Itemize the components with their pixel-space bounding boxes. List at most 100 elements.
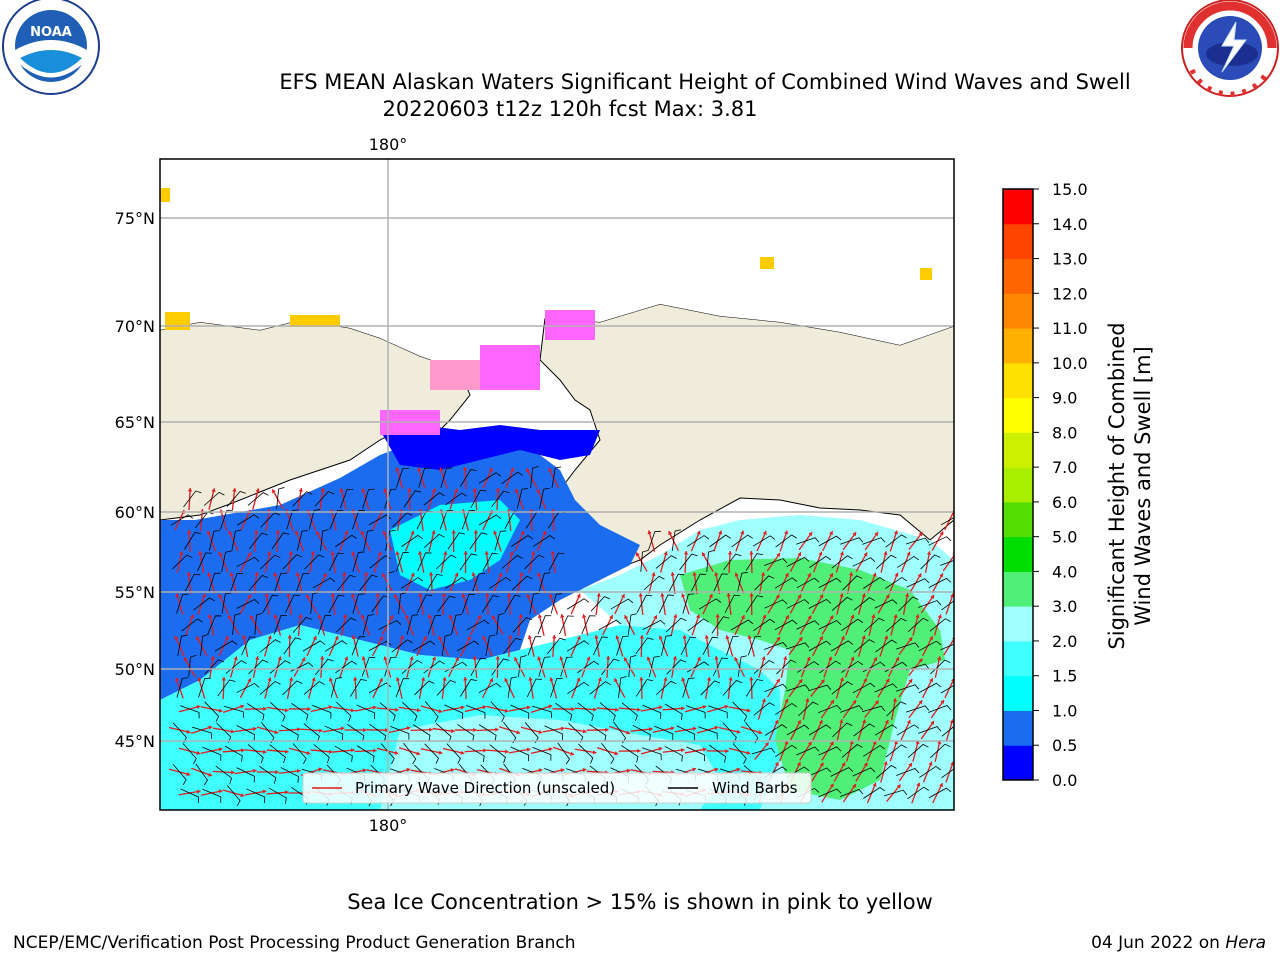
wind-barb bbox=[188, 654, 197, 677]
wind-barb bbox=[928, 577, 952, 588]
wave-arrow-head bbox=[295, 572, 300, 577]
wave-arrow-head bbox=[275, 530, 280, 534]
wind-barb bbox=[709, 744, 727, 763]
wind-barb bbox=[426, 573, 443, 592]
wind-barb bbox=[461, 593, 475, 614]
wind-barb bbox=[700, 680, 721, 696]
wave-arrow-head bbox=[807, 573, 811, 578]
wind-barb bbox=[436, 680, 456, 696]
wind-barb bbox=[551, 466, 562, 488]
wind-barb bbox=[398, 592, 407, 614]
wind-barb bbox=[737, 655, 747, 677]
wind-barb bbox=[336, 574, 356, 591]
wave-arrow-head bbox=[570, 751, 574, 756]
sea-ice-caption: Sea Ice Concentration > 15% is shown in … bbox=[347, 890, 933, 914]
wave-arrow-head bbox=[488, 467, 493, 472]
wave-arrow-head bbox=[863, 762, 868, 767]
wave-arrow-head bbox=[328, 749, 333, 754]
wave-arrow-head bbox=[451, 530, 456, 534]
wind-barb bbox=[351, 509, 365, 530]
wind-barb bbox=[940, 643, 954, 651]
wind-barb bbox=[450, 614, 462, 635]
wind-barb bbox=[440, 467, 453, 488]
wave-arrow-head bbox=[648, 727, 653, 732]
wave-arrow-head bbox=[916, 782, 921, 787]
wave-arrow-head bbox=[254, 530, 259, 534]
wind-barb bbox=[184, 532, 201, 550]
wind-barb bbox=[352, 593, 365, 614]
wave-arrow-head bbox=[514, 657, 518, 662]
lat-label: 75°N bbox=[115, 209, 155, 228]
wind-barb bbox=[618, 676, 627, 698]
wind-barb bbox=[329, 510, 344, 530]
wave-arrow-head bbox=[360, 530, 365, 535]
wind-barb bbox=[524, 554, 545, 570]
wave-arrow-head bbox=[841, 762, 846, 767]
wind-barb bbox=[647, 530, 661, 551]
wave-arrow-head bbox=[247, 594, 252, 599]
wind-barb bbox=[655, 555, 677, 569]
wave-arrow-head bbox=[319, 728, 323, 733]
wave-arrow-head bbox=[820, 679, 825, 684]
wind-barb bbox=[195, 763, 208, 786]
wave-arrow-head bbox=[727, 551, 733, 555]
wave-arrow-head bbox=[702, 704, 707, 710]
map-legend: Primary Wave Direction (unscaled) Wind B… bbox=[302, 772, 812, 804]
wind-barb bbox=[896, 768, 920, 776]
wave-arrow-head bbox=[828, 656, 833, 661]
wave-arrow-head bbox=[673, 614, 678, 619]
wind-barb bbox=[384, 488, 397, 509]
wind-barb bbox=[840, 789, 864, 797]
wind-barb bbox=[504, 594, 521, 613]
wave-arrow-head bbox=[917, 573, 922, 578]
wave-arrow-head bbox=[807, 615, 812, 620]
wave-arrow-head bbox=[489, 678, 494, 683]
land-alaska bbox=[539, 303, 954, 591]
wave-arrow-head bbox=[350, 748, 355, 753]
wave-arrow-head bbox=[196, 750, 201, 755]
wave-arrow-head bbox=[263, 706, 267, 712]
wave-arrow-head bbox=[725, 635, 730, 640]
colorbar-band bbox=[1003, 536, 1033, 572]
wave-arrow-head bbox=[681, 677, 686, 682]
wind-barb bbox=[489, 576, 512, 589]
colorbar-tick-label: 12.0 bbox=[1052, 284, 1088, 303]
wave-arrow-head bbox=[287, 635, 292, 639]
wave-arrow-head bbox=[852, 783, 856, 788]
wind-barb bbox=[786, 556, 810, 567]
wave-arrow-head bbox=[762, 530, 767, 535]
wave-arrow-head bbox=[339, 488, 344, 493]
wave-arrow-head bbox=[728, 677, 733, 681]
wind-barb bbox=[379, 702, 396, 722]
wind-barb bbox=[478, 682, 502, 694]
wind-barb bbox=[852, 682, 876, 694]
wind-barb bbox=[423, 533, 445, 549]
wave-arrow-head bbox=[328, 705, 333, 710]
wind-barb bbox=[485, 634, 496, 656]
wave-arrow-head bbox=[405, 614, 410, 619]
wave-arrow-head bbox=[471, 572, 476, 577]
wave-arrow-head bbox=[548, 747, 553, 752]
wave-arrow-head bbox=[310, 551, 316, 555]
wind-barb bbox=[730, 619, 754, 631]
wave-arrow-head bbox=[736, 767, 741, 772]
wave-arrow-head bbox=[477, 615, 481, 620]
wave-arrow-head bbox=[797, 720, 801, 725]
wave-arrow-head bbox=[714, 656, 719, 660]
wave-arrow-head bbox=[187, 488, 193, 492]
wave-arrow-head bbox=[528, 677, 533, 681]
wind-barb bbox=[808, 599, 832, 609]
wave-arrow-head bbox=[231, 770, 235, 775]
wind-barb bbox=[356, 745, 375, 763]
wave-arrow-head bbox=[284, 708, 289, 713]
wave-arrow-head bbox=[839, 677, 844, 682]
nws-logo bbox=[1181, 0, 1279, 97]
wind-barb bbox=[249, 532, 268, 550]
wave-arrow-head bbox=[428, 572, 434, 576]
wind-barb bbox=[712, 657, 728, 677]
wave-arrow-head bbox=[597, 677, 602, 682]
wind-barb bbox=[470, 657, 487, 676]
colorbar-tick-label: 13.0 bbox=[1052, 250, 1088, 269]
wave-arrow-head bbox=[596, 593, 601, 597]
